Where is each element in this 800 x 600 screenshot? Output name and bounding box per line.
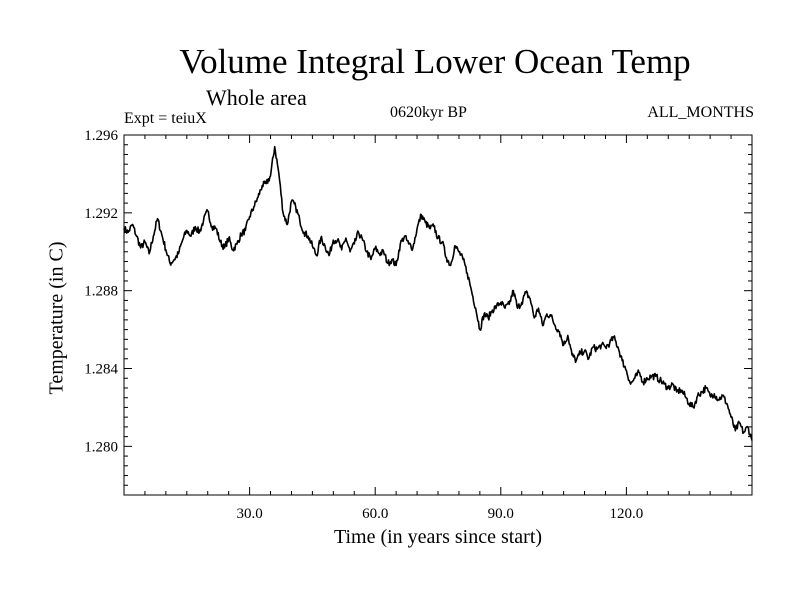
x-tick-label: 60.0 (362, 506, 388, 522)
x-tick-label: 30.0 (236, 506, 262, 522)
x-axis-label: Time (in years since start) (333, 526, 543, 548)
period-label: 0620kyr BP (390, 104, 467, 121)
x-tick-label: 120.0 (610, 506, 644, 522)
plot-frame (123, 134, 753, 496)
y-tick-label: 1.292 (84, 206, 118, 222)
x-tick-label: 90.0 (488, 506, 514, 522)
experiment-label: Expt = teiuX (124, 110, 207, 127)
months-label: ALL_MONTHS (647, 104, 754, 121)
y-tick-label: 1.288 (84, 284, 118, 300)
tick-labels: 30.0 60.0 90.0 120.0 1.280 1.284 1.288 1.292 1.2… (84, 128, 643, 522)
chart-subtitle: Whole area (206, 85, 307, 110)
y-tick-label: 1.296 (84, 128, 118, 144)
y-tick-label: 1.284 (84, 362, 118, 378)
axis-ticks (124, 134, 752, 495)
temperature-series-line (123, 145, 753, 441)
chart-title: Volume Integral Lower Ocean Temp (179, 42, 691, 81)
y-tick-label: 1.280 (84, 439, 118, 455)
